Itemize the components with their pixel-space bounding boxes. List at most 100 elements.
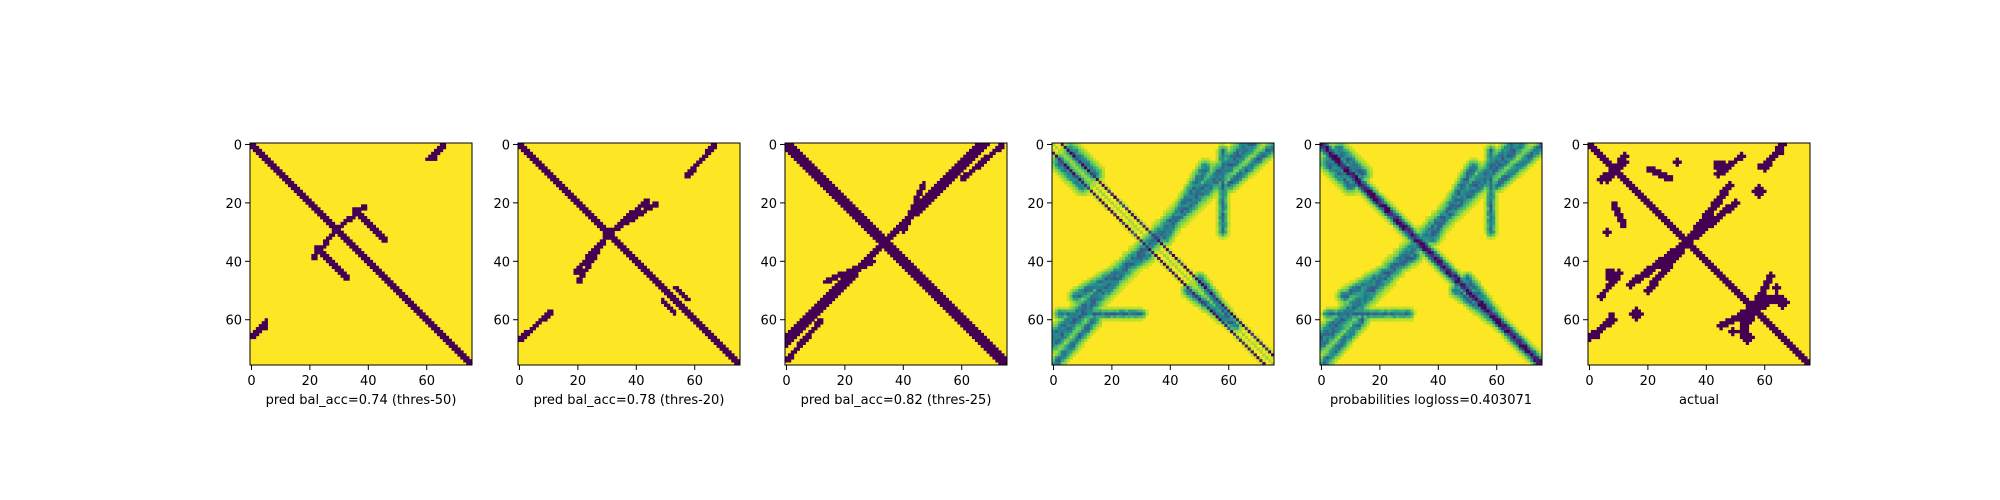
heatmap-cell (593, 248, 598, 252)
heatmap-cell (1163, 210, 1167, 214)
heatmap-cell (1069, 327, 1073, 331)
heatmap-cell (1480, 192, 1484, 196)
heatmap-cell (1171, 271, 1176, 275)
heatmap-cell (1390, 265, 1394, 269)
heatmap-cell (1160, 233, 1164, 237)
heatmap-cell (1355, 183, 1359, 188)
heatmap-cell (808, 318, 812, 322)
heatmap-cell (1451, 183, 1455, 188)
heatmap-cell (907, 259, 911, 264)
heatmap-cell (1238, 338, 1243, 343)
heatmap-cell (1136, 248, 1141, 252)
heatmap-cell (1113, 312, 1117, 316)
heatmap-cell (963, 166, 967, 170)
heatmap-cell (523, 148, 528, 153)
heatmap-cell (1148, 254, 1152, 258)
heatmap-cell (547, 309, 551, 313)
heatmap-cell (1098, 183, 1103, 188)
heatmap-cell (1413, 245, 1417, 249)
heatmap-cell (1104, 291, 1108, 296)
heatmap-cell (1398, 268, 1403, 272)
heatmap-cell (1060, 315, 1065, 319)
heatmap-cell (1378, 274, 1382, 278)
heatmap-cell (989, 151, 993, 156)
heatmap-cell (1221, 175, 1225, 179)
heatmap-cell (1075, 189, 1079, 194)
heatmap-cell (252, 148, 257, 153)
heatmap-cell (1387, 256, 1391, 261)
heatmap-cell (977, 145, 982, 150)
heatmap-cell (1154, 227, 1158, 232)
heatmap-cell (1087, 169, 1091, 173)
heatmap-cell (825, 280, 830, 284)
heatmap-cell (1052, 160, 1056, 164)
heatmap-cell (1457, 204, 1461, 208)
heatmap-cell (1334, 183, 1338, 188)
heatmap-cell (1265, 154, 1269, 158)
heatmap-cell (802, 154, 806, 158)
heatmap-cell (1506, 154, 1511, 158)
heatmap-cell (957, 321, 961, 325)
heatmap-cell (1387, 198, 1391, 202)
heatmap-cell (910, 213, 914, 217)
heatmap-cell (355, 210, 359, 214)
heatmap-cell (401, 297, 406, 302)
heatmap-cell (547, 169, 551, 173)
heatmap-cell (1195, 198, 1199, 202)
heatmap-cell (811, 312, 815, 316)
heatmap-cell (1089, 183, 1094, 188)
heatmap-cell (1180, 259, 1184, 264)
heatmap-cell (1218, 145, 1222, 150)
heatmap-cell (1501, 151, 1505, 156)
heatmap-cell (684, 309, 688, 313)
heatmap-cell (1078, 291, 1082, 296)
heatmap-cell (969, 327, 973, 331)
heatmap-cell (314, 210, 318, 214)
heatmap-cell (1322, 166, 1327, 170)
heatmap-cell (939, 186, 944, 191)
heatmap-cell (1198, 297, 1202, 302)
heatmap-cell (1328, 154, 1333, 158)
heatmap-cell (1203, 297, 1208, 302)
heatmap-cell (1325, 172, 1330, 176)
heatmap-cell (1095, 195, 1100, 199)
heatmap-cell (1133, 233, 1138, 237)
heatmap-cell (960, 321, 964, 325)
heatmap-cell (1209, 297, 1214, 302)
heatmap-cell (1442, 233, 1446, 237)
heatmap-cell (960, 157, 964, 161)
heatmap-cell (1527, 160, 1531, 164)
heatmap-cell (1081, 312, 1085, 316)
heatmap-cell (1492, 227, 1496, 232)
heatmap-cell (334, 265, 339, 269)
heatmap-cell (1463, 175, 1467, 179)
heatmap-cell (448, 344, 452, 348)
heatmap-cell (570, 195, 574, 199)
heatmap-cell (1066, 329, 1070, 334)
heatmap-cell (1212, 172, 1216, 176)
heatmap-cell (1110, 306, 1114, 310)
heatmap-cell (1069, 175, 1073, 179)
heatmap-cell (896, 248, 900, 252)
heatmap-cell (907, 216, 911, 220)
heatmap-cell (1060, 157, 1065, 161)
heatmap-cell (1089, 154, 1094, 158)
heatmap-cell (1060, 350, 1065, 354)
heatmap-cell (1433, 242, 1438, 246)
heatmap-cell (1247, 160, 1252, 164)
heatmap-cell (1081, 329, 1085, 334)
heatmap-cell (1136, 242, 1141, 246)
heatmap-cell (1343, 283, 1347, 287)
heatmap-cell (1457, 210, 1461, 214)
heatmap-cell (1401, 254, 1406, 258)
heatmap-cell (893, 245, 897, 249)
heatmap-cell (1439, 251, 1444, 255)
heatmap-cell (361, 216, 365, 220)
heatmap-cell (843, 204, 847, 208)
heatmap-cell (1524, 163, 1528, 167)
heatmap-cell (1495, 204, 1499, 208)
heatmap-cell (939, 303, 944, 307)
heatmap-cell (361, 218, 365, 223)
heatmap-cell (1072, 344, 1076, 348)
heatmap-cell (1092, 189, 1097, 194)
